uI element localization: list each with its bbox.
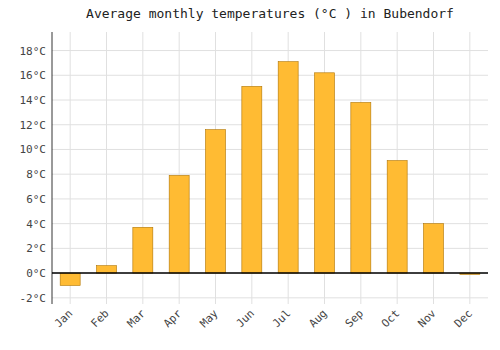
x-tick-label: Jun <box>234 307 257 330</box>
bar <box>97 266 117 273</box>
x-tick-label: Jul <box>270 307 293 330</box>
grid-line <box>52 223 488 224</box>
bar <box>351 102 371 273</box>
bar <box>278 62 298 273</box>
y-tick-label: 16°C <box>20 69 47 82</box>
x-tick-label: Jan <box>52 307 75 330</box>
bar <box>169 175 189 273</box>
grid-line <box>52 124 488 125</box>
title: Average monthly temperatures (°C ) in Bu… <box>86 6 454 21</box>
y-tick-label: 2°C <box>26 242 46 255</box>
grid-line <box>52 149 488 150</box>
y-tick-label: 6°C <box>26 193 46 206</box>
bar <box>387 161 407 274</box>
grid-line <box>70 32 71 304</box>
y-tick-label: 4°C <box>26 218 46 231</box>
grid-line <box>52 75 488 76</box>
x-tick-label: Mar <box>125 307 149 331</box>
y-tick-label: 10°C <box>20 143 47 156</box>
x-tick-label: Aug <box>306 307 329 330</box>
bar <box>133 227 153 273</box>
grid-line <box>52 100 488 101</box>
grid-line <box>52 174 488 175</box>
grid-line <box>52 273 488 274</box>
grid-line <box>52 297 488 298</box>
x-tick-label: Nov <box>415 307 439 331</box>
bar <box>60 273 80 285</box>
bar <box>206 130 226 273</box>
y-tick-label: 12°C <box>20 119 47 132</box>
y-tick-label: 8°C <box>26 168 46 181</box>
chart-container: Average monthly temperatures (°C ) in Bu… <box>0 0 500 350</box>
grid-line <box>469 32 470 304</box>
bar <box>315 73 335 273</box>
y-tick-label: 18°C <box>20 45 47 58</box>
x-tick-label: Feb <box>88 307 111 330</box>
chart: Average monthly temperatures (°C ) in Bu… <box>0 0 500 350</box>
x-tick-label: Dec <box>452 307 475 330</box>
y-tick-label: -2°C <box>20 292 47 305</box>
bar <box>242 86 262 273</box>
x-tick-label: May <box>197 307 221 331</box>
x-tick-label: Apr <box>161 307 185 331</box>
grid <box>52 32 488 304</box>
y-tick-label: 14°C <box>20 94 47 107</box>
x-tick-label: Sep <box>343 307 366 330</box>
zero-line <box>52 272 488 274</box>
x-tick-label: Oct <box>379 307 402 330</box>
bars <box>60 62 480 286</box>
bar <box>424 224 444 273</box>
grid-line <box>52 248 488 249</box>
y-tick-label: 0°C <box>26 267 46 280</box>
grid-line <box>52 50 488 51</box>
y-axis-line <box>52 32 53 304</box>
grid-line <box>106 32 107 304</box>
grid-line <box>52 198 488 199</box>
